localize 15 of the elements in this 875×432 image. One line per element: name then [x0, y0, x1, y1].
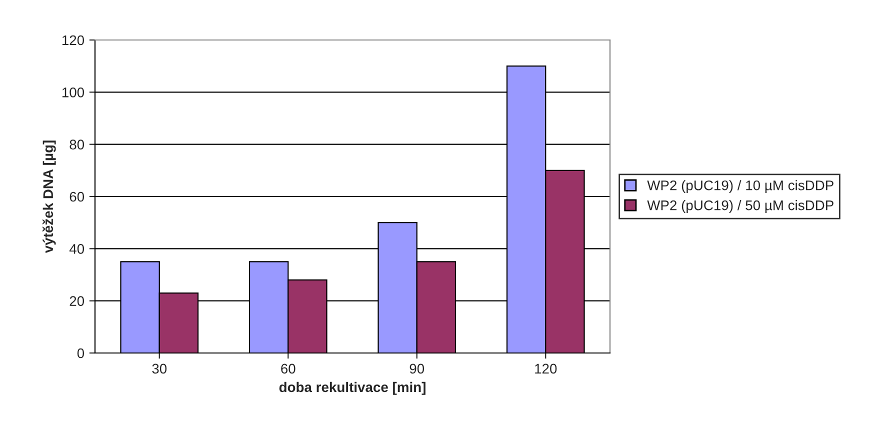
x-tick-label: 90: [410, 364, 424, 374]
x-tick-label: 60: [281, 364, 296, 374]
y-tick-label: 100: [62, 88, 84, 98]
y-tick-label: 120: [62, 35, 84, 46]
y-tick-label: 80: [70, 140, 84, 150]
legend-label: WP2 (pUC19) / 10 µM cisDDP: [647, 180, 834, 194]
y-tick-label: 40: [69, 244, 84, 254]
legend-label: WP2 (pUC19) / 50 µM cisDDP: [647, 200, 834, 213]
x-tick-label: 30: [152, 364, 167, 374]
y-tick-label: 20: [70, 296, 84, 306]
x-axis-title: doba rekultivace [min]: [279, 382, 426, 395]
x-tick-label: 120: [535, 364, 557, 374]
y-axis-title: výtěžek DNA [µg]: [42, 140, 56, 254]
y-tick-label: 0: [77, 348, 84, 358]
y-tick-label: 60: [70, 192, 84, 202]
